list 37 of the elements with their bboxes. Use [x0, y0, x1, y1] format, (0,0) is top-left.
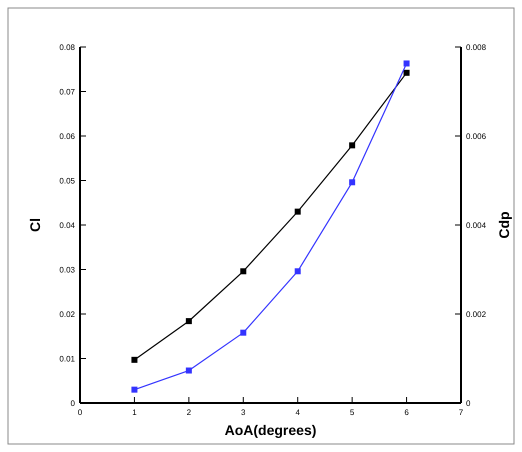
y-tick-label: 0.03 — [59, 266, 76, 274]
y2-tick-label: 0.006 — [466, 132, 487, 141]
y-tick-label: 0.05 — [59, 176, 76, 186]
y-tick-label: 0.02 — [59, 310, 76, 319]
y2-tick-label: 0 — [466, 399, 471, 408]
point — [186, 318, 192, 324]
x-tick-label: 1 — [132, 408, 138, 417]
y-tick-label: 0.06 — [59, 132, 76, 141]
y-tick-label: 0.08 — [59, 43, 76, 52]
point — [131, 356, 138, 363]
x-tick-label: 5 — [350, 408, 355, 417]
x-tick-label: 3 — [241, 408, 246, 417]
x-axis-title: AoA(degrees) — [224, 422, 316, 438]
y-tick-label: 0.01 — [59, 354, 76, 364]
y-tick-label: 0.07 — [59, 88, 76, 96]
point — [404, 70, 410, 76]
x-tick-label: 4 — [295, 408, 300, 417]
point — [240, 268, 246, 274]
y2-tick-label: 0.008 — [466, 43, 487, 52]
y-tick-label: 0 — [70, 399, 76, 408]
point — [349, 179, 356, 186]
point — [349, 142, 356, 148]
x-tick-label: 0 — [78, 408, 83, 417]
x-tick-label: 6 — [404, 408, 410, 417]
x-tick-label: 7 — [458, 408, 464, 417]
point — [404, 60, 410, 66]
y2-tick-label: 0.002 — [466, 310, 487, 319]
point — [294, 268, 301, 274]
x-tick-label: 2 — [186, 408, 192, 417]
point — [131, 386, 138, 393]
y2-axis-title: Cdp — [496, 211, 512, 239]
point — [294, 208, 301, 215]
point — [240, 330, 246, 336]
point — [186, 368, 192, 374]
y2-tick-label: 0.004 — [466, 221, 487, 230]
y-axis-title: Cl — [27, 218, 43, 232]
y-tick-label: 0.04 — [59, 221, 76, 230]
